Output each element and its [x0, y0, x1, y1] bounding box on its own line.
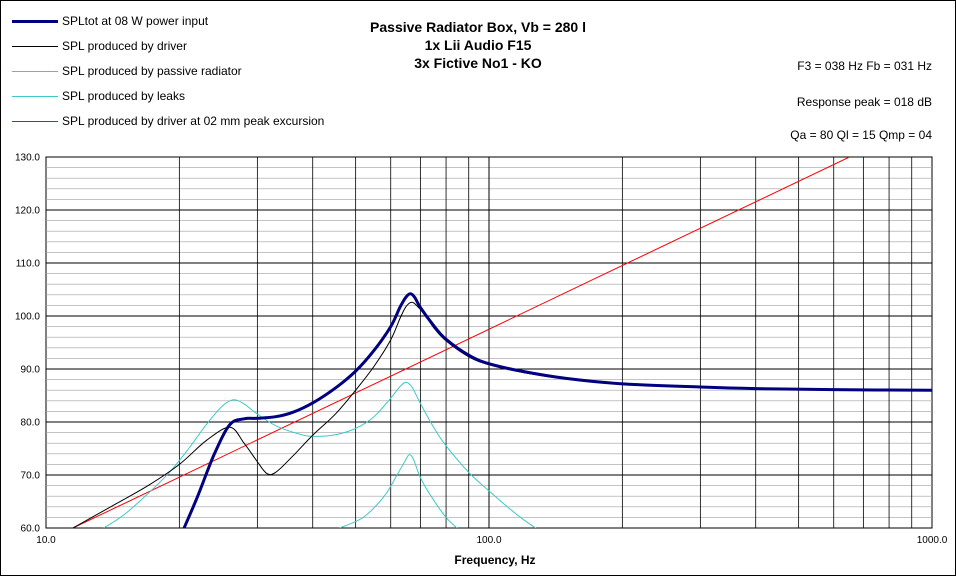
grid [45, 156, 933, 529]
x-tick-label: 10.0 [36, 535, 56, 546]
series-line-2 [103, 381, 537, 528]
legend-item-leaks: SPL produced by leaks [12, 88, 185, 104]
legend-item-spltot: SPLtot at 08 W power input [12, 13, 208, 29]
legend-swatch [12, 19, 58, 23]
legend-item-driver: SPL produced by driver [12, 38, 187, 54]
info-response-peak: Response peak = 018 dB [796, 95, 932, 109]
y-tick-label: 110.0 [16, 259, 41, 270]
y-tick-label: 90.0 [21, 365, 41, 376]
legend-swatch [12, 95, 58, 97]
x-axis-label: Frequency, Hz [454, 553, 535, 567]
chart-title-line-3: 3x Fictive No1 - KO [414, 55, 542, 71]
axis-ticks: 60.0 70.0 80.0 90.0 100.0 110.0 120.0 130.0 10.0… [15, 153, 948, 547]
legend-label: SPL produced by driver [62, 39, 187, 53]
y-tick-label: 100.0 [15, 312, 40, 323]
x-tick-label: 100.0 [476, 535, 501, 546]
series-line-4 [72, 157, 850, 528]
legend-label: SPL produced by leaks [62, 89, 185, 103]
legend-label: SPL produced by driver at 02 mm peak exc… [62, 114, 325, 128]
x-tick-label: 1000.0 [917, 535, 948, 546]
legend-item-excursion: SPL produced by driver at 02 mm peak exc… [12, 113, 324, 129]
info-q-values: Qa = 80 Ql = 15 Qmp = 04 [790, 128, 932, 142]
legend-swatch [12, 120, 58, 122]
y-tick-label: 80.0 [21, 418, 41, 429]
series-lines [72, 157, 932, 528]
chart-title-line-2: 1x Lii Audio F15 [424, 37, 532, 53]
y-tick-label: 130.0 [15, 153, 40, 164]
legend-label: SPLtot at 08 W power input [62, 14, 209, 28]
y-tick-label: 70.0 [21, 471, 41, 482]
legend-swatch [12, 70, 58, 72]
legend-label: SPL produced by passive radiator [62, 64, 242, 78]
legend-swatch [12, 45, 58, 47]
y-tick-label: 120.0 [15, 206, 40, 217]
y-tick-label: 60.0 [21, 524, 41, 535]
series-line-3 [339, 454, 458, 528]
info-f3-fb: F3 = 038 Hz Fb = 031 Hz [797, 59, 932, 73]
chart-title-line-1: Passive Radiator Box, Vb = 280 l [370, 19, 586, 35]
series-line-0 [182, 292, 932, 528]
legend-item-passive-radiator: SPL produced by passive radiator [12, 63, 242, 79]
